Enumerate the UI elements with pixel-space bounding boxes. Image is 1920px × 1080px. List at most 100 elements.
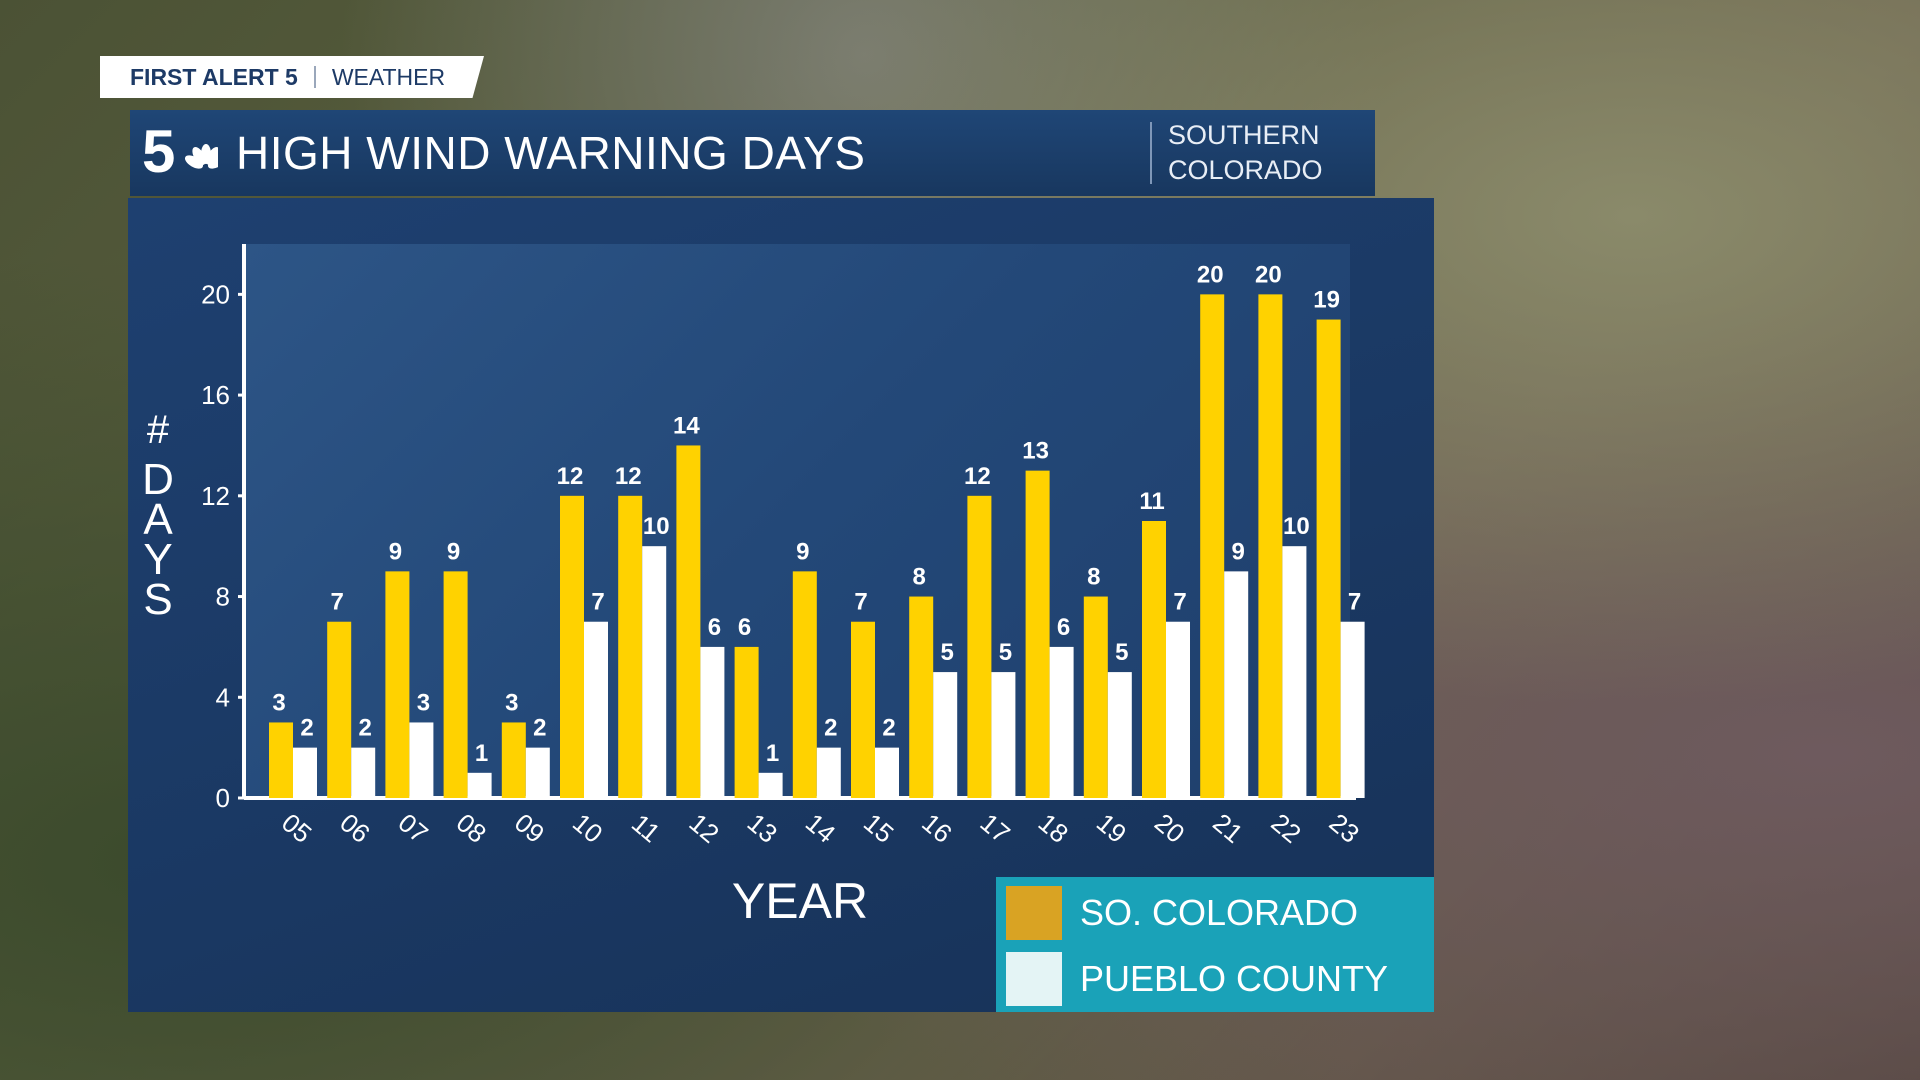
region-divider: [1150, 122, 1152, 184]
legend-label-pueblo-county: PUEBLO COUNTY: [1080, 958, 1389, 999]
bar-pueblo-county: [351, 747, 376, 798]
data-label-so-colorado: 9: [447, 538, 460, 565]
bar-so-colorado: [909, 596, 934, 798]
bar-so-colorado: [1025, 470, 1050, 798]
data-label-pueblo-county: 1: [766, 740, 779, 767]
data-label-so-colorado: 12: [557, 463, 584, 490]
bar-so-colorado: [1258, 294, 1283, 798]
x-tick-label: 14: [800, 807, 841, 849]
x-tick-label: 20: [1149, 807, 1190, 849]
y-axis-label-a: A: [143, 495, 173, 544]
bar-so-colorado: [501, 722, 526, 798]
region-label: SOUTHERN COLORADO: [1168, 118, 1323, 188]
data-label-so-colorado: 19: [1313, 287, 1340, 314]
bar-pueblo-county: [1107, 672, 1132, 798]
x-tick-label: 16: [916, 807, 957, 849]
bar-pueblo-county: [525, 747, 550, 798]
data-label-so-colorado: 3: [505, 689, 518, 716]
x-tick-label: 05: [276, 807, 317, 849]
nbc5-logo-icon: 5: [142, 122, 218, 184]
y-tick-label: 0: [216, 783, 230, 813]
bar-pueblo-county: [584, 621, 608, 798]
bar-pueblo-county: [933, 672, 958, 798]
data-label-so-colorado: 7: [331, 589, 344, 616]
y-axis-label-s: S: [143, 575, 173, 624]
bar-pueblo-county: [409, 722, 434, 798]
legend-swatch-pueblo-county: [1006, 952, 1062, 1006]
data-label-so-colorado: 6: [738, 614, 751, 641]
data-label-pueblo-county: 2: [359, 715, 372, 742]
data-label-so-colorado: 8: [1087, 564, 1100, 591]
legend-label-so-colorado: SO. COLORADO: [1080, 892, 1359, 933]
data-label-pueblo-county: 1: [475, 740, 488, 767]
data-label-pueblo-county: 5: [999, 639, 1012, 666]
region-line-2: COLORADO: [1168, 155, 1323, 185]
legend-item-pueblo-county: PUEBLO COUNTY: [1006, 949, 1388, 1009]
data-label-so-colorado: 12: [615, 463, 642, 490]
x-tick-label: 23: [1324, 807, 1365, 849]
bar-so-colorado: [618, 495, 643, 798]
data-label-so-colorado: 7: [854, 589, 867, 616]
x-tick-label: 21: [1207, 807, 1248, 849]
data-label-pueblo-county: 2: [882, 715, 895, 742]
y-tick-label: 12: [201, 481, 230, 511]
bar-so-colorado: [443, 571, 468, 798]
legend-swatch-so-colorado: [1006, 886, 1062, 940]
x-tick-label: 06: [334, 807, 375, 849]
bar-pueblo-county: [467, 772, 492, 798]
brand-tag: FIRST ALERT 5 WEATHER: [100, 56, 484, 98]
data-label-pueblo-county: 2: [824, 715, 837, 742]
y-axis-label: # D A Y S: [138, 408, 178, 624]
bar-so-colorado: [792, 571, 817, 798]
bar-so-colorado: [1200, 294, 1225, 798]
bar-so-colorado: [1142, 521, 1166, 798]
data-label-pueblo-county: 2: [533, 715, 546, 742]
data-label-so-colorado: 11: [1139, 488, 1164, 515]
brand-name: FIRST ALERT 5: [130, 63, 298, 90]
bar-pueblo-county: [293, 747, 317, 798]
data-label-so-colorado: 14: [673, 412, 700, 439]
y-axis-label-y: Y: [143, 535, 173, 584]
data-label-pueblo-county: 7: [1173, 589, 1186, 616]
bar-pueblo-county: [875, 747, 899, 798]
x-tick-label: 12: [683, 807, 724, 849]
bar-so-colorado: [560, 495, 584, 798]
x-axis-label: YEAR: [731, 873, 869, 929]
legend-item-so-colorado: SO. COLORADO: [1006, 883, 1358, 943]
data-label-so-colorado: 9: [796, 538, 809, 565]
legend: SO. COLORADO PUEBLO COUNTY: [996, 877, 1434, 1012]
x-tick-label: 22: [1265, 807, 1306, 849]
bar-pueblo-county: [1166, 621, 1190, 798]
bar-pueblo-county: [1224, 571, 1249, 798]
x-tick-label: 11: [626, 808, 666, 848]
data-label-pueblo-county: 10: [1283, 513, 1310, 540]
x-tick-label: 17: [974, 807, 1015, 849]
x-tick-label: 18: [1033, 807, 1074, 849]
brand-divider: [313, 66, 316, 88]
region-line-1: SOUTHERN: [1168, 120, 1320, 150]
x-tick-label: 10: [567, 807, 608, 849]
data-label-pueblo-county: 7: [1348, 589, 1361, 616]
logo-number: 5: [142, 122, 175, 184]
data-label-so-colorado: 3: [272, 689, 285, 716]
data-label-so-colorado: 20: [1197, 261, 1224, 288]
y-axis-label-hash: #: [146, 408, 170, 452]
y-tick-label: 8: [216, 582, 230, 612]
bar-so-colorado: [967, 495, 992, 798]
y-tick-label: 20: [201, 279, 230, 309]
bar-pueblo-county: [1049, 646, 1074, 798]
bar-so-colorado: [1316, 319, 1341, 798]
bar-pueblo-county: [642, 546, 667, 798]
data-label-pueblo-county: 10: [643, 513, 670, 540]
data-label-pueblo-county: 6: [708, 614, 721, 641]
data-label-pueblo-county: 6: [1057, 614, 1070, 641]
x-tick-label: 07: [392, 807, 433, 849]
bar-so-colorado: [385, 571, 410, 798]
data-label-so-colorado: 13: [1022, 438, 1049, 465]
data-label-pueblo-county: 7: [591, 589, 604, 616]
x-tick-label: 13: [742, 807, 783, 849]
page-title: HIGH WIND WARNING DAYS: [236, 127, 866, 179]
bar-pueblo-county: [1340, 621, 1365, 798]
bar-pueblo-county: [991, 672, 1016, 798]
